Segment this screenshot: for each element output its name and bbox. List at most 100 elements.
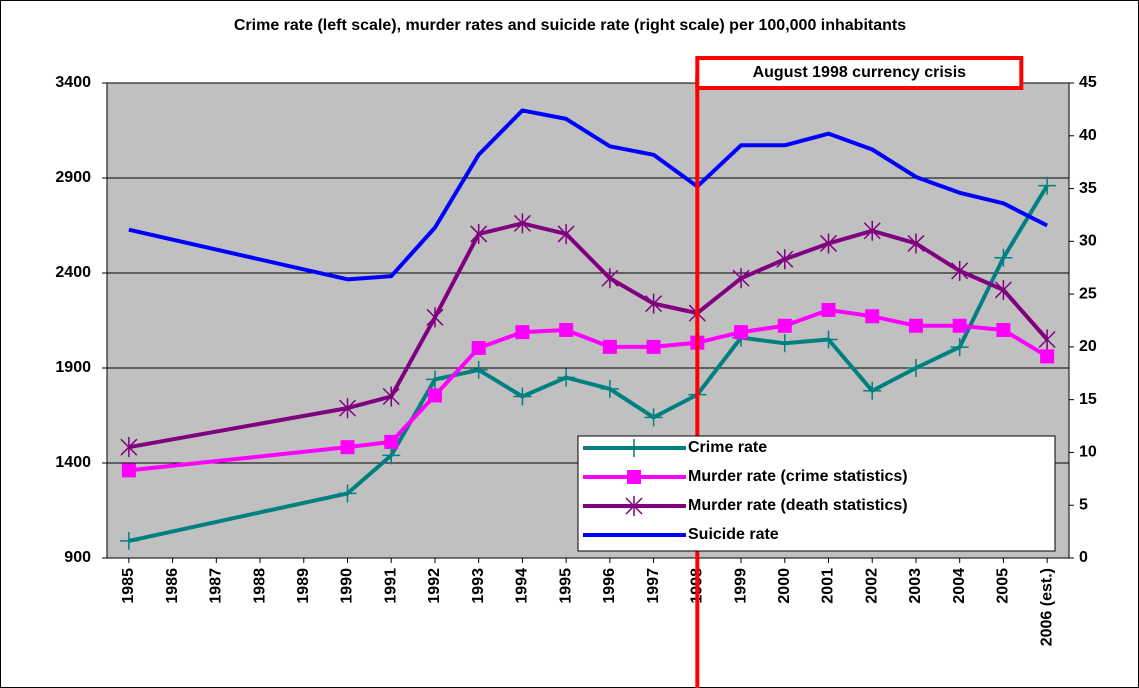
x-tick-label: 2004 <box>951 568 968 604</box>
marker <box>602 339 617 354</box>
x-tick-label: 1987 <box>208 568 225 604</box>
y-tick-label: 1900 <box>55 359 91 376</box>
marker <box>908 318 923 333</box>
marker <box>865 309 880 324</box>
x-tick-label: 1990 <box>339 568 356 604</box>
x-tick-label: 2003 <box>907 568 924 604</box>
marker <box>1040 349 1055 364</box>
x-tick-label: 1992 <box>426 568 443 604</box>
marker <box>994 279 1012 300</box>
marker <box>821 302 836 317</box>
y2-tick-label: 35 <box>1079 180 1097 197</box>
x-tick-label: 1994 <box>514 568 531 604</box>
y2-tick-label: 45 <box>1079 74 1097 91</box>
marker <box>734 325 749 340</box>
marker <box>819 330 838 349</box>
legend-box <box>577 435 1056 552</box>
series-line <box>128 307 1049 473</box>
marker <box>427 388 442 403</box>
marker <box>819 233 838 254</box>
marker <box>863 220 881 241</box>
marker <box>777 318 792 333</box>
marker <box>996 323 1011 337</box>
y2-tick-label: 25 <box>1079 285 1097 302</box>
marker <box>952 318 967 333</box>
marker <box>906 359 925 377</box>
y-tick-label: 2900 <box>55 169 91 186</box>
y2-tick-label: 0 <box>1079 549 1088 566</box>
marker <box>601 268 619 289</box>
marker <box>625 496 643 516</box>
legend-label: Crime rate <box>688 439 767 456</box>
marker <box>469 360 488 379</box>
marker <box>557 368 576 387</box>
x-tick-label: 1997 <box>645 568 662 604</box>
y-tick-label: 900 <box>64 549 91 566</box>
x-tick-label: 2002 <box>863 568 880 604</box>
y2-tick-label: 30 <box>1079 233 1097 250</box>
marker <box>950 338 969 357</box>
y2-tick-label: 15 <box>1079 391 1097 408</box>
marker <box>646 339 661 354</box>
x-tick-label: 2000 <box>776 568 793 604</box>
x-tick-label: 1989 <box>295 568 312 604</box>
x-tick-label: 1986 <box>164 568 181 604</box>
x-tick-label: 1993 <box>470 568 487 604</box>
y2-tick-label: 40 <box>1079 127 1097 144</box>
marker <box>382 446 401 465</box>
marker <box>513 387 532 406</box>
legend-label: Murder rate (death statistics) <box>688 497 908 514</box>
y-tick-label: 3400 <box>55 74 91 91</box>
y2-tick-label: 20 <box>1079 338 1097 355</box>
y-tick-label: 2400 <box>55 264 91 281</box>
series-line <box>128 108 1049 282</box>
marker <box>384 434 399 449</box>
marker <box>994 248 1013 267</box>
marker <box>120 437 138 458</box>
marker <box>338 398 357 419</box>
x-tick-label: 2006 (est.) <box>1038 568 1055 646</box>
marker <box>557 223 575 244</box>
y2-tick-label: 10 <box>1079 444 1097 461</box>
x-tick-label: 2005 <box>995 568 1012 604</box>
legend-label: Suicide rate <box>688 526 779 543</box>
marker <box>1038 176 1057 195</box>
x-tick-label: 1995 <box>557 568 574 604</box>
legend-label: Murder rate (crime statistics) <box>688 468 908 485</box>
x-tick-label: 2001 <box>820 568 837 604</box>
marker <box>338 484 357 503</box>
marker <box>775 334 794 353</box>
marker <box>732 268 750 289</box>
marker <box>559 323 574 337</box>
x-tick-label: 1996 <box>601 568 618 604</box>
annotation-box <box>695 56 1024 90</box>
marker <box>425 370 444 389</box>
marker <box>951 260 969 281</box>
x-tick-label: 1985 <box>120 568 137 604</box>
marker <box>382 386 400 407</box>
marker <box>515 325 530 340</box>
annotation-text: August 1998 currency crisis <box>753 64 967 81</box>
x-tick-label: 1999 <box>732 568 749 604</box>
marker <box>340 440 355 455</box>
marker <box>426 307 444 328</box>
marker <box>1038 329 1056 350</box>
marker <box>644 408 663 427</box>
marker <box>776 249 794 270</box>
x-tick-label: 1988 <box>251 568 268 604</box>
marker <box>907 233 925 254</box>
marker <box>863 381 882 400</box>
x-tick-label: 1991 <box>382 568 399 604</box>
y2-tick-label: 5 <box>1079 496 1088 513</box>
chart-title: Crime rate (left scale), murder rates an… <box>233 17 907 34</box>
marker <box>471 340 486 355</box>
marker <box>119 531 138 550</box>
marker <box>600 379 619 398</box>
marker <box>121 463 136 478</box>
series-line <box>128 184 1049 543</box>
marker <box>513 213 531 234</box>
marker <box>470 223 488 244</box>
series-line <box>128 221 1049 450</box>
